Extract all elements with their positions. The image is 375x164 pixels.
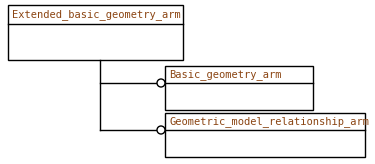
Text: Geometric_model_relationship_arm: Geometric_model_relationship_arm <box>169 116 369 127</box>
Circle shape <box>157 79 165 87</box>
Text: Basic_geometry_arm: Basic_geometry_arm <box>169 69 282 80</box>
Bar <box>165 113 365 157</box>
Circle shape <box>157 126 165 134</box>
Bar <box>8 5 183 60</box>
Bar <box>165 66 313 110</box>
Text: Extended_basic_geometry_arm: Extended_basic_geometry_arm <box>12 9 181 20</box>
